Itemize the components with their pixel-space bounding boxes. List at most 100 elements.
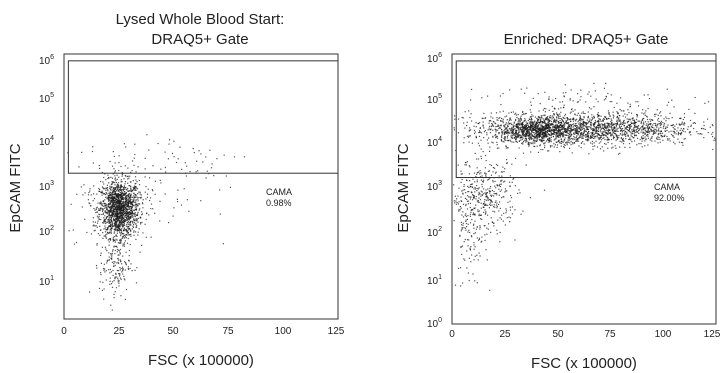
right-data-point	[594, 145, 596, 147]
right-data-point	[559, 122, 561, 124]
right-data-point	[565, 141, 567, 143]
left-data-point	[105, 212, 107, 214]
left-data-point	[121, 174, 124, 176]
left-data-point	[102, 213, 104, 215]
right-data-point	[572, 123, 574, 126]
right-data-point	[603, 117, 605, 120]
right-data-point	[460, 181, 462, 183]
right-data-point	[517, 121, 519, 123]
left-data-point	[186, 165, 188, 167]
right-data-point	[671, 124, 673, 127]
right-data-point	[580, 125, 582, 127]
right-data-point	[661, 132, 664, 134]
right-data-point	[495, 187, 497, 189]
right-data-point	[525, 124, 527, 126]
left-data-point	[104, 231, 107, 233]
left-data-point	[127, 266, 129, 268]
right-data-point	[485, 203, 487, 206]
left-data-point	[131, 208, 133, 210]
left-data-point	[108, 210, 111, 212]
left-data-point	[112, 274, 114, 276]
right-data-point	[700, 128, 703, 130]
left-data-point	[124, 219, 126, 221]
left-data-point	[126, 227, 128, 229]
right-data-point	[647, 144, 649, 146]
right-data-point	[601, 127, 604, 129]
left-data-point	[129, 222, 131, 224]
right-data-point	[598, 127, 600, 129]
left-data-point	[117, 230, 119, 232]
right-data-point	[536, 128, 538, 130]
left-data-point	[130, 188, 132, 190]
right-data-point	[462, 216, 465, 218]
right-data-point	[514, 113, 516, 115]
right-data-point	[485, 174, 487, 176]
left-data-point	[139, 197, 141, 199]
right-data-point	[643, 121, 645, 123]
right-data-point	[505, 208, 507, 210]
left-data-point	[123, 187, 125, 189]
left-xtick-0: 0	[61, 326, 67, 337]
left-data-point	[92, 217, 94, 219]
left-data-point	[127, 187, 129, 189]
right-data-point	[596, 121, 598, 123]
left-data-point	[100, 207, 102, 209]
right-data-point	[472, 199, 474, 201]
left-data-point	[131, 203, 133, 205]
right-data-point	[536, 136, 538, 138]
left-data-point	[106, 208, 108, 210]
left-data-point	[133, 218, 135, 220]
right-data-point	[562, 141, 564, 144]
right-data-point	[594, 129, 596, 131]
right-data-point	[479, 226, 481, 228]
right-data-point	[537, 133, 540, 136]
right-data-point	[603, 131, 605, 133]
right-data-point	[486, 139, 488, 141]
right-data-point	[694, 122, 696, 124]
right-data-point	[522, 152, 525, 154]
left-data-point	[111, 286, 114, 288]
left-data-point	[109, 160, 111, 163]
right-data-point	[598, 118, 600, 120]
right-data-point	[539, 121, 541, 123]
left-data-point	[108, 203, 110, 205]
left-data-point	[128, 217, 130, 219]
right-data-point	[509, 186, 511, 188]
left-data-point	[122, 207, 124, 209]
right-data-point	[475, 175, 477, 178]
right-data-point	[579, 99, 581, 101]
left-data-point	[130, 208, 132, 210]
left-data-point	[99, 234, 101, 236]
right-data-point	[543, 107, 545, 110]
left-data-point	[112, 191, 114, 193]
left-data-point	[100, 262, 102, 264]
right-data-point	[486, 233, 488, 235]
right-data-point	[605, 118, 607, 120]
right-data-point	[629, 146, 631, 149]
left-data-point	[127, 202, 129, 204]
left-data-point	[121, 194, 123, 196]
right-data-point	[484, 239, 486, 242]
left-data-point	[107, 189, 109, 191]
right-data-point	[532, 125, 534, 127]
right-data-point	[488, 137, 490, 139]
left-data-point	[120, 199, 123, 201]
right-data-point	[607, 117, 610, 119]
right-data-point	[517, 128, 519, 130]
right-data-point	[640, 122, 643, 124]
right-data-point	[474, 213, 476, 216]
right-data-point	[615, 139, 617, 141]
left-data-point	[141, 211, 143, 213]
left-data-point	[104, 202, 106, 205]
left-data-point	[114, 171, 116, 173]
right-data-point	[510, 135, 512, 137]
right-data-point	[663, 123, 666, 125]
left-data-point	[116, 194, 118, 196]
right-data-point	[560, 142, 562, 144]
right-data-point	[500, 120, 502, 122]
right-data-point	[541, 141, 543, 143]
right-data-point	[547, 128, 549, 130]
left-data-point	[133, 188, 135, 190]
right-data-point	[464, 164, 466, 166]
left-data-point	[107, 190, 109, 192]
